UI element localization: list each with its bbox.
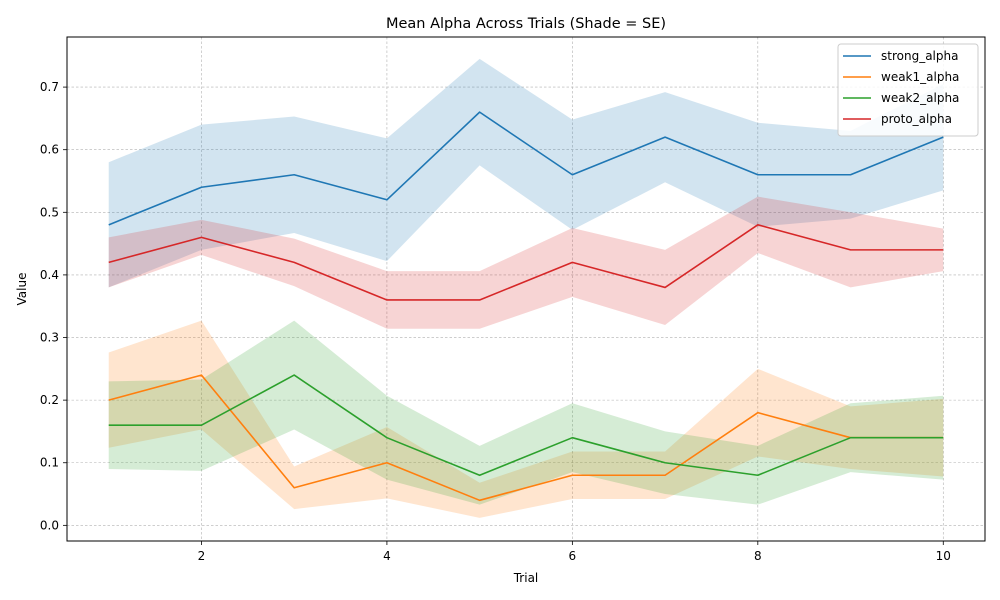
series-line-weak1_alpha — [108, 374, 944, 502]
legend-label: strong_alpha — [881, 49, 958, 63]
se-band-strong_alpha — [108, 58, 944, 288]
y-tick-label: 0.0 — [40, 518, 59, 532]
y-tick-label: 0.4 — [40, 268, 59, 282]
grid-lines — [67, 37, 985, 541]
x-tick-label: 8 — [754, 549, 762, 563]
chart-title: Mean Alpha Across Trials (Shade = SE) — [386, 16, 666, 32]
x-axis-title: Trial — [513, 571, 539, 585]
series-lines — [108, 111, 944, 502]
y-tick-label: 0.2 — [40, 393, 59, 407]
series-line-strong_alpha — [108, 111, 944, 226]
y-tick-label: 0.7 — [40, 80, 59, 94]
y-tick-label: 0.3 — [40, 331, 59, 345]
legend: strong_alpha weak1_alpha weak2_alpha proto_… — [837, 43, 979, 137]
y-tick-label: 0.1 — [40, 456, 59, 470]
axis-ticks: 2 4 6 8 10 0.0 0.1 0.2 0.3 0.4 0.5 0.6 0.7 — [40, 80, 951, 563]
se-band-weak1_alpha — [108, 320, 944, 518]
legend-label: weak2_alpha — [881, 91, 959, 105]
legend-box — [837, 43, 979, 137]
x-tick-label: 2 — [198, 549, 206, 563]
x-tick-label: 6 — [569, 549, 577, 563]
y-axis-title: Value — [15, 273, 29, 306]
legend-label: weak1_alpha — [881, 70, 959, 84]
series-line-proto_alpha — [108, 224, 944, 301]
y-tick-label: 0.6 — [40, 143, 59, 157]
series-line-weak2_alpha — [108, 374, 944, 477]
y-tick-label: 0.5 — [40, 205, 59, 219]
se-bands — [108, 58, 944, 518]
x-tick-label: 10 — [936, 549, 951, 563]
x-tick-label: 4 — [383, 549, 391, 563]
se-band-proto_alpha — [108, 196, 944, 329]
se-band-weak2_alpha — [108, 320, 944, 505]
plot-frame — [66, 36, 986, 542]
legend-label: proto_alpha — [881, 112, 952, 126]
